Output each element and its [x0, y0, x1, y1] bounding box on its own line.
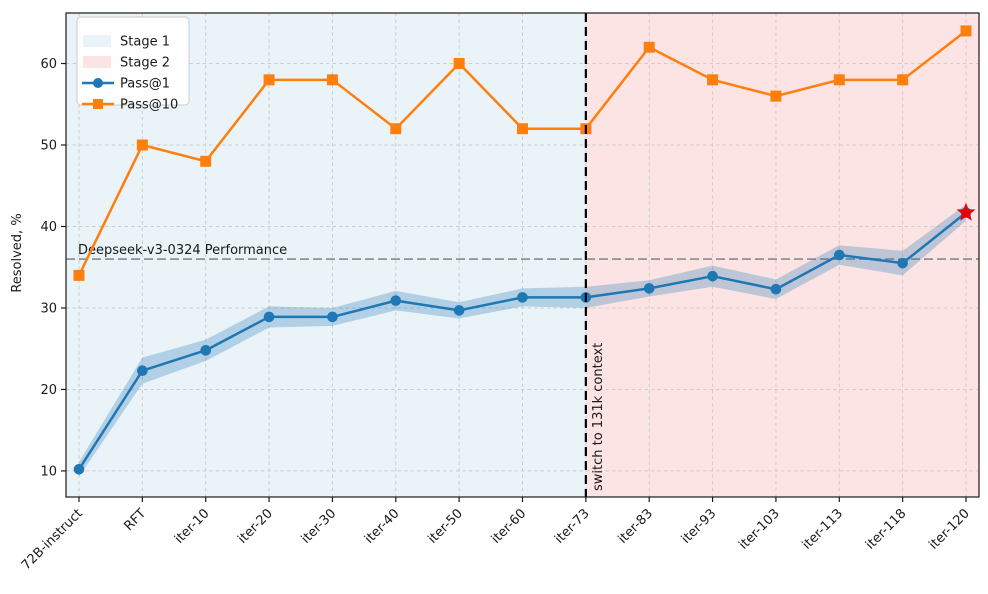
x-tick-label: iter-50	[425, 506, 466, 547]
x-tick-label: iter-30	[299, 506, 340, 547]
x-tick-label: iter-83	[615, 506, 656, 547]
y-axis-label: Resolved, %	[10, 213, 25, 292]
pass10-marker	[770, 90, 782, 102]
x-tick-label: iter-60	[489, 506, 530, 547]
x-tick-label: iter-10	[172, 506, 213, 547]
y-tick-label: 30	[40, 301, 57, 316]
pass10-marker	[263, 74, 275, 86]
pass1-marker	[327, 311, 338, 323]
best-checkpoint-star	[956, 202, 976, 221]
pass1-marker	[200, 345, 212, 356]
x-tick-label: iter-20	[235, 506, 276, 547]
pass10-marker	[73, 269, 85, 281]
pass1-marker	[263, 311, 275, 323]
x-tick-label: iter-73	[552, 506, 593, 547]
x-tick-label: iter-120	[926, 506, 972, 552]
x-tick-label: iter-40	[362, 506, 403, 547]
y-tick-label: 10	[40, 464, 57, 479]
y-tick-label: 40	[40, 220, 57, 235]
legend-square-marker	[93, 99, 103, 109]
pass10-marker	[517, 123, 528, 135]
pass1-marker	[707, 270, 718, 282]
legend-label: Stage 2	[120, 56, 170, 71]
pass1-marker	[73, 463, 85, 475]
x-tick-label: iter-113	[800, 506, 846, 552]
x-tick-label: iter-103	[736, 506, 782, 552]
pass10-marker	[200, 155, 212, 167]
pass10-marker	[960, 25, 972, 37]
pass10-marker	[897, 74, 909, 86]
legend-swatch	[83, 56, 111, 68]
legend-circle-marker	[93, 78, 103, 88]
pass1-marker	[643, 283, 655, 294]
pass1-marker	[453, 305, 465, 316]
pass1-marker	[897, 257, 908, 269]
pass10-marker	[643, 41, 655, 53]
x-tick-label: 72B-instruct	[19, 506, 86, 573]
pass10-marker	[453, 58, 465, 70]
pass1-confidence-band	[79, 204, 966, 477]
x-tick-label: RFT	[121, 506, 149, 534]
pass10-marker	[833, 74, 845, 86]
y-tick-label: 60	[40, 57, 57, 72]
pass10-marker	[326, 74, 338, 86]
y-tick-label: 50	[40, 139, 57, 154]
pass1-marker	[137, 365, 148, 377]
pass1-marker	[517, 292, 528, 303]
x-tick-label: iter-118	[863, 506, 909, 552]
legend-label: Pass@1	[120, 77, 170, 92]
pass1-marker	[833, 249, 845, 261]
legend-label: Pass@10	[120, 98, 178, 113]
baseline-label: Deepseek-v3-0324 Performance	[78, 243, 287, 258]
pass1-marker	[390, 295, 402, 306]
legend-swatch	[83, 35, 111, 47]
pass1-marker	[770, 283, 782, 295]
pass10-marker	[707, 74, 719, 86]
pass10-marker	[136, 139, 148, 151]
x-tick-label: iter-93	[679, 506, 720, 547]
legend: Stage 1 Stage 2 Pass@1 Pass@10	[76, 16, 190, 113]
pass10-marker	[390, 123, 402, 135]
legend-label: Stage 1	[120, 35, 170, 50]
context-switch-label: switch to 131k context	[591, 343, 606, 491]
y-tick-label: 20	[40, 383, 57, 398]
